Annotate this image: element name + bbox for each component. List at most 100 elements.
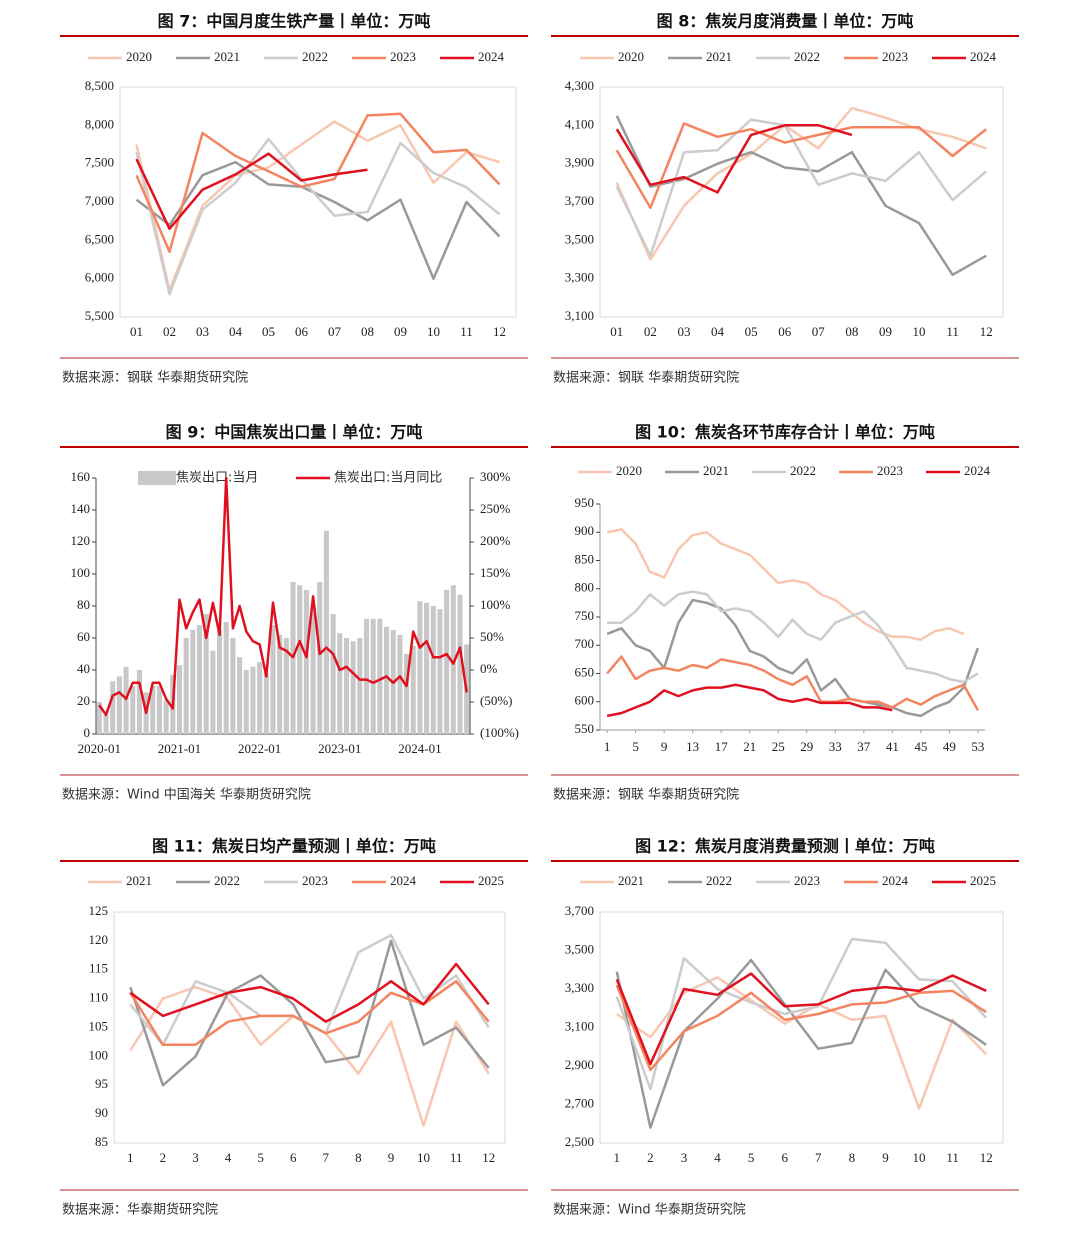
y-tick-label: 115 — [89, 961, 108, 976]
bar — [150, 686, 156, 734]
y-tick-label: 5,500 — [85, 308, 114, 323]
series-line — [129, 939, 490, 1087]
x-tick-label: 12 — [980, 324, 993, 339]
series-line — [135, 120, 500, 292]
x-tick-label: 53 — [971, 739, 984, 754]
series-line — [615, 958, 987, 1129]
y-tick-label: 4,100 — [565, 116, 594, 131]
bar — [196, 625, 203, 734]
legend-label: 2024 — [964, 463, 991, 478]
y-tick-label: 60 — [77, 629, 90, 644]
legend-label: 2022 — [302, 49, 328, 64]
y-tick-label: 105 — [89, 1018, 109, 1033]
x-tick-label: 04 — [711, 324, 725, 339]
bar — [250, 666, 256, 734]
series-line — [135, 137, 501, 296]
bar — [176, 665, 183, 734]
y2-tick-label: (50%) — [480, 693, 513, 708]
series-line — [606, 655, 979, 711]
y-tick-label: 4,300 — [565, 78, 594, 93]
bar — [217, 630, 223, 734]
x-tick-label: 04 — [229, 324, 243, 339]
source-note: 数据来源：钢联 华泰期货研究院 — [62, 370, 248, 386]
bar — [277, 634, 283, 734]
bar — [223, 622, 229, 734]
x-tick-label: 8 — [849, 1150, 856, 1165]
bar — [130, 686, 136, 734]
x-tick-label: 10 — [427, 324, 440, 339]
x-tick-label: 12 — [482, 1150, 495, 1165]
bar — [310, 606, 316, 734]
chart-title: 图 8：焦炭月度消费量丨单位：万吨 — [657, 12, 914, 31]
x-tick-label: 5 — [632, 739, 639, 754]
x-tick-label: 07 — [812, 324, 826, 339]
x-tick-label: 06 — [778, 324, 792, 339]
y-tick-label: 100 — [89, 1047, 109, 1062]
legend-label: 2023 — [390, 49, 416, 64]
legend-label: 2022 — [214, 873, 240, 888]
series-line — [135, 112, 501, 254]
x-tick-label: 01 — [130, 324, 143, 339]
source-note: 数据来源：钢联 华泰期货研究院 — [553, 787, 739, 803]
x-tick-label: 17 — [715, 739, 729, 754]
x-tick-label: 07 — [328, 324, 342, 339]
bar — [263, 673, 269, 734]
series-line — [606, 598, 980, 718]
legend-label: 2024 — [478, 49, 505, 64]
x-tick-label: 4 — [714, 1150, 721, 1165]
x-tick-label: 7 — [323, 1150, 330, 1165]
x-tick-label: 12 — [980, 1150, 993, 1165]
source-note: 数据来源：华泰期货研究院 — [62, 1202, 218, 1218]
x-tick-label: 09 — [394, 324, 407, 339]
y-tick-label: 0 — [84, 725, 91, 740]
x-tick-label: 08 — [361, 324, 374, 339]
legend-label: 2024 — [970, 49, 997, 64]
series-line — [615, 118, 988, 257]
series-line — [135, 152, 368, 231]
x-tick-label: 4 — [225, 1150, 232, 1165]
y-tick-label: 125 — [89, 903, 109, 918]
y-tick-label: 800 — [575, 580, 595, 595]
bar — [424, 602, 430, 734]
x-tick-label: 03 — [196, 324, 209, 339]
series-line — [615, 937, 988, 1091]
bar — [350, 641, 356, 734]
bar — [123, 666, 129, 734]
x-tick-label: 21 — [743, 739, 756, 754]
x-tick-label: 2024-01 — [398, 741, 441, 756]
bar — [303, 590, 309, 734]
x-tick-label: 1 — [614, 1150, 621, 1165]
x-tick-label: 3 — [681, 1150, 688, 1165]
bar — [363, 618, 370, 734]
y-tick-label: 8,000 — [85, 116, 114, 131]
y-tick-label: 160 — [71, 469, 91, 484]
y-tick-label: 3,100 — [565, 308, 594, 323]
source-note: 数据来源：钢联 华泰期货研究院 — [553, 370, 739, 386]
y-tick-label: 950 — [575, 495, 595, 510]
y2-tick-label: 0% — [480, 661, 498, 676]
y-tick-label: 100 — [71, 565, 91, 580]
bar — [437, 609, 443, 734]
series-line — [606, 528, 965, 641]
x-tick-label: 41 — [886, 739, 899, 754]
bar — [357, 638, 363, 734]
y-tick-label: 6,500 — [85, 231, 114, 246]
x-tick-label: 02 — [163, 324, 176, 339]
x-tick-label: 2021-01 — [158, 741, 201, 756]
bar — [383, 626, 390, 734]
legend-label: 焦炭出口:当月 — [176, 471, 258, 486]
plot-frame — [113, 911, 506, 1144]
x-tick-label: 10 — [913, 324, 926, 339]
series-line — [129, 980, 490, 1047]
legend-label: 2021 — [126, 873, 152, 888]
x-tick-label: 11 — [946, 1150, 959, 1165]
y2-tick-label: 150% — [480, 565, 511, 580]
bar — [136, 670, 142, 734]
x-tick-label: 5 — [257, 1150, 264, 1165]
x-tick-label: 05 — [745, 324, 758, 339]
y2-tick-label: 250% — [480, 501, 511, 516]
series-line — [129, 962, 490, 1023]
